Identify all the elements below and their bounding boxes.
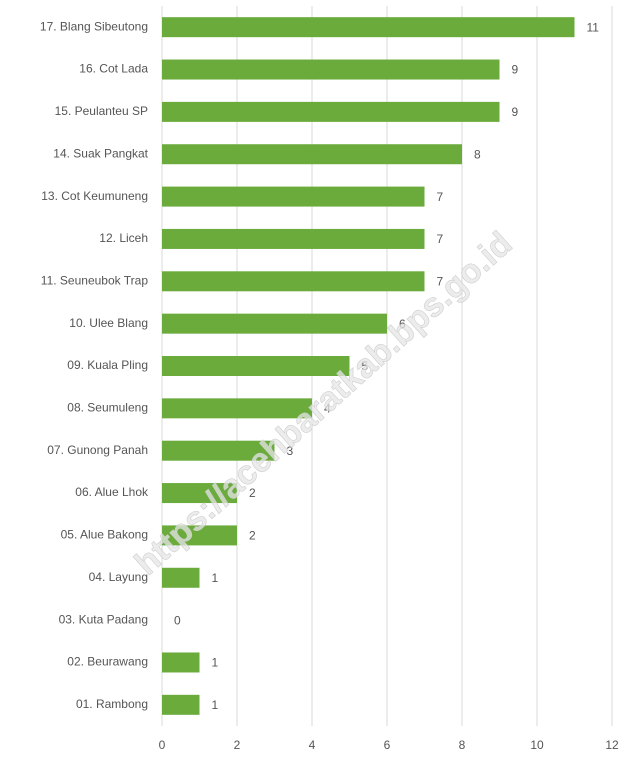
x-tick-label: 8 bbox=[459, 738, 466, 752]
data-label: 4 bbox=[324, 402, 331, 416]
bar bbox=[162, 356, 350, 376]
data-label: 2 bbox=[249, 486, 256, 500]
data-label: 1 bbox=[212, 698, 219, 712]
y-tick-label: 10. Ulee Blang bbox=[69, 316, 148, 330]
data-label: 7 bbox=[437, 274, 444, 288]
bar bbox=[162, 271, 425, 292]
y-tick-label: 09. Kuala Pling bbox=[67, 358, 148, 372]
data-label: 11 bbox=[587, 20, 600, 34]
bar bbox=[162, 525, 237, 546]
bar bbox=[162, 186, 425, 207]
y-tick-label: 06. Alue Lhok bbox=[75, 485, 149, 499]
x-tick-label: 6 bbox=[384, 738, 391, 752]
y-tick-label: 11. Seuneubok Trap bbox=[41, 273, 149, 287]
y-tick-label: 04. Layung bbox=[89, 570, 148, 584]
data-label: 9 bbox=[512, 63, 519, 77]
bar bbox=[162, 652, 200, 673]
data-label: 7 bbox=[437, 232, 444, 246]
y-tick-label: 05. Alue Bakong bbox=[61, 528, 148, 542]
y-tick-label: 03. Kuta Padang bbox=[59, 612, 148, 626]
data-label: 2 bbox=[249, 529, 256, 543]
x-tick-label: 0 bbox=[159, 738, 166, 752]
y-tick-label: 01. Rambong bbox=[76, 697, 148, 711]
x-tick-label: 2 bbox=[234, 738, 241, 752]
y-tick-label: 15. Peulanteu SP bbox=[55, 104, 148, 118]
data-label: 5 bbox=[362, 359, 369, 373]
data-label: 9 bbox=[512, 105, 519, 119]
bar bbox=[162, 483, 237, 504]
y-tick-label: 13. Cot Keumuneng bbox=[41, 189, 148, 203]
bar bbox=[162, 228, 425, 249]
data-label: 1 bbox=[212, 571, 219, 585]
bar bbox=[162, 440, 275, 461]
bar bbox=[162, 17, 575, 38]
data-label: 3 bbox=[287, 444, 294, 458]
data-label: 8 bbox=[474, 147, 481, 161]
x-tick-label: 4 bbox=[309, 738, 316, 752]
bar bbox=[162, 313, 387, 334]
bar bbox=[162, 567, 200, 588]
y-tick-label: 02. Beurawang bbox=[67, 655, 148, 669]
bar bbox=[162, 59, 500, 80]
bar bbox=[162, 694, 200, 715]
bar bbox=[162, 101, 500, 122]
x-tick-label: 10 bbox=[530, 738, 544, 752]
y-tick-label: 08. Seumuleng bbox=[67, 401, 148, 415]
data-label: 1 bbox=[212, 656, 219, 670]
data-label: 6 bbox=[399, 317, 406, 331]
x-tick-label: 12 bbox=[605, 738, 619, 752]
y-tick-label: 07. Gunong Panah bbox=[47, 443, 148, 457]
data-label: 0 bbox=[174, 613, 181, 627]
y-tick-label: 12. Liceh bbox=[99, 231, 148, 245]
y-tick-label: 17. Blang Sibeutong bbox=[40, 19, 148, 33]
bar bbox=[162, 398, 312, 419]
bar bbox=[162, 144, 462, 165]
data-label: 7 bbox=[437, 190, 444, 204]
y-tick-label: 16. Cot Lada bbox=[79, 62, 148, 76]
y-tick-label: 14. Suak Pangkat bbox=[53, 146, 148, 160]
